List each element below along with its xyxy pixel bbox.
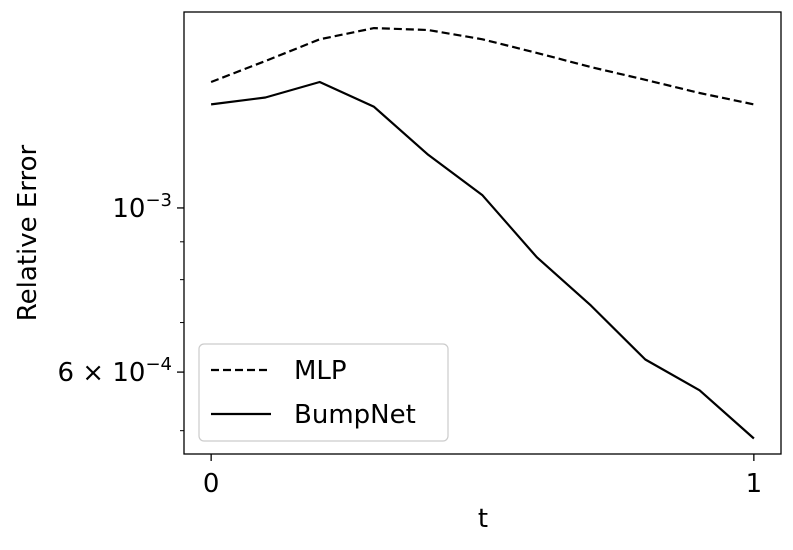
x-tick-label: 1 (746, 469, 763, 499)
x-axis-label: t (478, 504, 488, 534)
y-tick-label: 10−3 (112, 190, 172, 224)
x-tick-label: 0 (203, 469, 220, 499)
y-tick-label: 6 × 10−4 (58, 354, 173, 388)
axes-layer: 0 1 10−3 6 × 10−4 (58, 11, 782, 499)
legend-box (198, 343, 449, 442)
series-line-bumpnet (210, 80, 755, 440)
legend: MLP BumpNet (198, 343, 449, 442)
legend-label: BumpNet (294, 400, 416, 430)
legend-label: MLP (294, 356, 347, 386)
y-axis-label: Relative Error (13, 144, 43, 321)
series-line-mlp (210, 27, 755, 106)
plot-layer (210, 27, 755, 440)
axes-frame (183, 11, 782, 455)
